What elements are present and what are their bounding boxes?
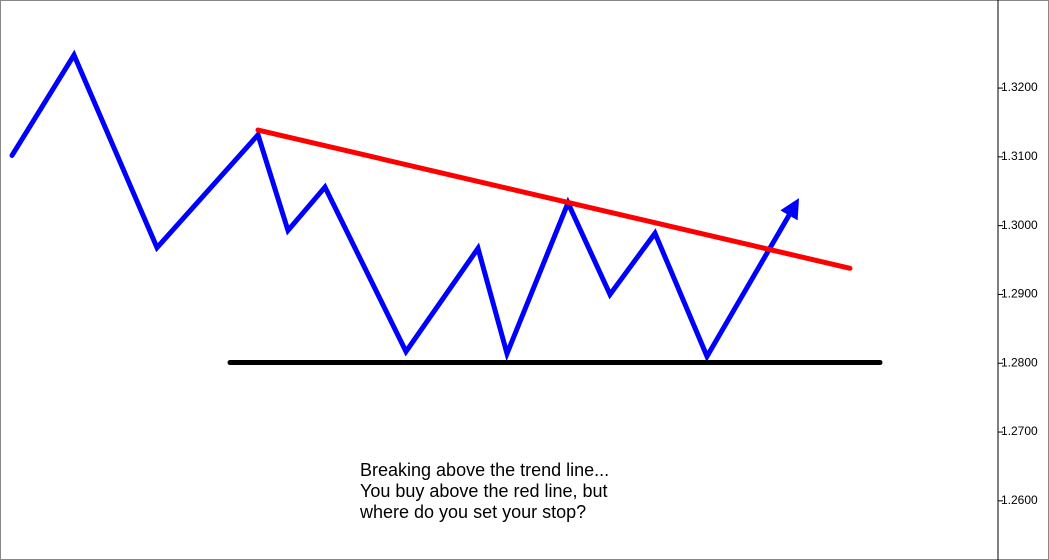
annotation: where do you set your stop? [359,502,586,522]
annotation: You buy above the red line, but [360,481,608,501]
y-tick-label: 1.3100 [1001,149,1038,163]
line [255,127,853,271]
y-tick-label: 1.3000 [1001,218,1038,232]
y-tick-label: 1.2800 [1001,355,1038,369]
annotation: Breaking above the trend line... [360,460,609,480]
y-tick-label: 1.2900 [1001,287,1038,301]
y-tick-label: 1.3200 [1001,80,1038,94]
y-tick-label: 1.2600 [1001,493,1038,507]
y-tick-label: 1.2700 [1001,424,1038,438]
line [9,49,800,362]
